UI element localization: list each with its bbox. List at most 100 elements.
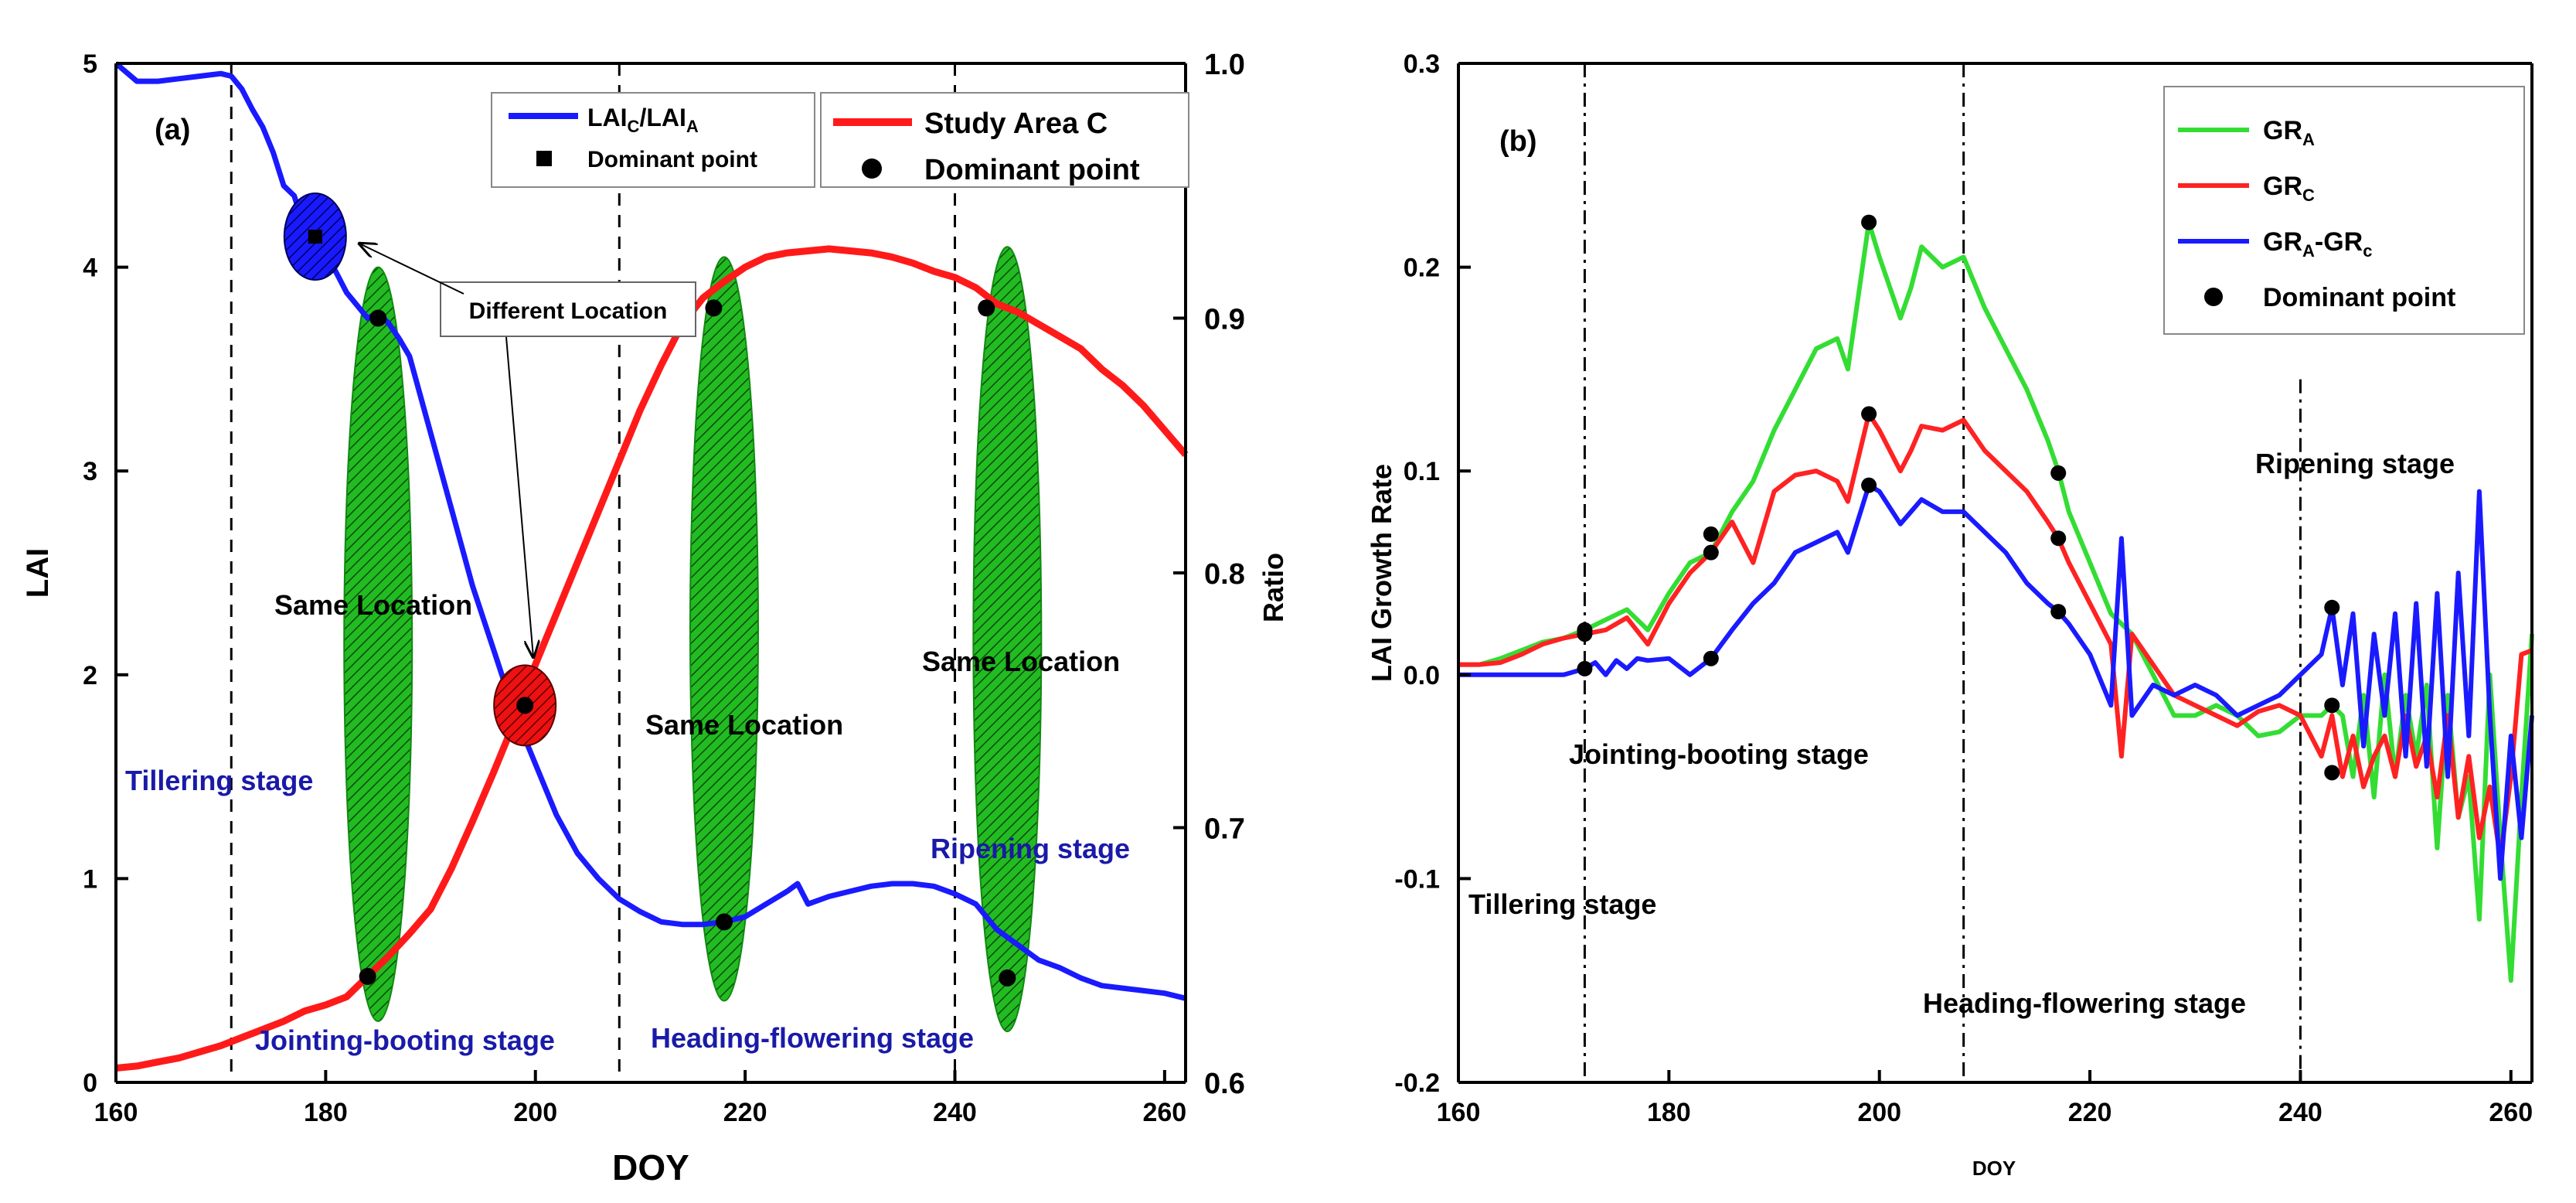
legend-box-1: LAIC/LAIA Dominant point [491, 92, 815, 188]
legend-box-2: Study Area C Dominant point [820, 92, 1189, 188]
dominant-point [2050, 530, 2067, 547]
dominant-point [1861, 214, 1877, 230]
dominant-point [705, 299, 723, 317]
jointing-stage-label: Jointing-booting stage [255, 1024, 555, 1056]
ticks: 160 180 200 220 240 260 -0.2 -0.1 0.0 0.1 0.2 0.3 [1394, 49, 2533, 1127]
same-location-label-2: Same Location [645, 709, 843, 741]
highlight-ellipses [343, 246, 1043, 1033]
gra-line [1458, 220, 2534, 983]
y-tick-label: 5 [83, 49, 97, 79]
y2-tick-label: 0.9 [1204, 304, 1245, 336]
heading-stage-label: Heading-flowering stage [1923, 987, 2246, 1019]
different-location-box [440, 281, 696, 337]
y-tick-label: 0.0 [1404, 661, 1440, 690]
x-tick-label: 240 [933, 1098, 977, 1127]
legend-dominant: Dominant point [2263, 283, 2455, 312]
dominant-point [2324, 765, 2340, 781]
arrow-to-blue [359, 244, 464, 295]
dominant-point [999, 969, 1016, 987]
y-tick-label: -0.2 [1394, 1068, 1440, 1098]
y-tick-label: 4 [83, 254, 97, 283]
dominant-point [978, 299, 995, 317]
legend-gra: GRA [2263, 116, 2315, 149]
x-tick-label: 240 [2278, 1098, 2322, 1127]
location-markers [283, 193, 557, 747]
x-tick-label: 160 [94, 1098, 138, 1127]
legend-gra-grc: GRA-GRc [2263, 227, 2372, 261]
y-tick-label: 3 [83, 457, 97, 486]
arrow-to-red [505, 336, 533, 657]
dominant-point [359, 967, 376, 985]
y2-tick-label: 0.6 [1204, 1068, 1245, 1100]
legend-grc: GRC [2263, 172, 2315, 205]
y-tick-label: -0.1 [1394, 864, 1440, 894]
x-tick-label: 160 [1437, 1098, 1481, 1127]
highlight-ellipse [689, 256, 759, 1002]
y2-axis-title: Ratio [1257, 553, 1289, 622]
dominant-point [2050, 604, 2067, 620]
x-axis-title: DOY [1972, 1157, 2016, 1180]
dominant-point [516, 697, 534, 714]
ratio-line [114, 61, 1186, 1001]
tillering-stage-label: Tillering stage [1468, 888, 1656, 920]
series-lines [114, 61, 1189, 1072]
grc-line [1458, 411, 2533, 861]
dominant-point [369, 309, 387, 327]
y2-tick-label: 0.7 [1204, 813, 1245, 846]
x-tick-label: 260 [1142, 1098, 1186, 1127]
dominant-points [1577, 214, 2340, 781]
y-tick-label: 0 [83, 1068, 97, 1098]
gra-grc-line [1458, 482, 2534, 881]
dominant-point [1703, 526, 1719, 542]
ripening-stage-label: Ripening stage [931, 833, 1130, 864]
panel-a: 160 180 200 220 240 2600123450.60.70.80.91.0 … [21, 49, 1289, 1188]
dominant-point [2324, 697, 2340, 714]
legend-dominant-square: Dominant point [587, 147, 757, 172]
panel-label: (b) [1499, 125, 1537, 158]
series-lines [1458, 220, 2534, 983]
dominant-point [2050, 465, 2067, 481]
jointing-stage-label: Jointing-booting stage [1569, 738, 1869, 770]
x-tick-label: 180 [304, 1098, 348, 1127]
y-tick-label: 0.2 [1404, 254, 1440, 283]
dominant-point [715, 913, 733, 931]
panel-b: 160 180 200 220 240 260 -0.2 -0.1 0.0 0.1 0.2 0.3 D… [1366, 49, 2534, 1180]
study-area-line [115, 245, 1189, 1072]
x-tick-label: 260 [2489, 1098, 2533, 1127]
ticks: 160 180 200 220 240 260 0 1 2 3 4 5 0.6 0.7 0.8 0.9 1.0 [83, 49, 1245, 1127]
dominant-point [1861, 406, 1877, 422]
highlight-ellipse [972, 246, 1043, 1033]
different-location-label: Different Location [469, 298, 668, 324]
dominant-point [1703, 544, 1719, 561]
y-axis-title: LAI Growth Rate [1366, 464, 1397, 682]
legend-ratio-label: LAIC/LAIA [587, 104, 699, 136]
y-tick-label: 0.3 [1404, 49, 1440, 79]
y-tick-label: 2 [83, 661, 97, 690]
x-tick-label: 220 [2068, 1098, 2112, 1127]
stage-dividers [1583, 63, 2302, 1082]
legend-study-area: Study Area C [924, 107, 1108, 140]
dominant-point [1577, 660, 1593, 676]
dominant-point [1577, 626, 1593, 642]
y-axis-title: LAI [21, 548, 55, 598]
y-tick-label: 0.1 [1404, 457, 1440, 486]
x-tick-label: 220 [723, 1098, 767, 1127]
dominant-point [1703, 650, 1719, 666]
x-tick-label: 180 [1647, 1098, 1691, 1127]
y-tick-label: 1 [83, 864, 97, 894]
panel-label: (a) [155, 114, 190, 146]
same-location-label-1: Same Location [274, 589, 472, 621]
x-tick-label: 200 [1857, 1098, 1901, 1127]
ripening-stage-label: Ripening stage [2255, 448, 2455, 479]
x-axis-title: DOY [612, 1147, 689, 1188]
tillering-stage-label: Tillering stage [125, 765, 313, 796]
dominant-point [2324, 599, 2340, 615]
x-tick-label: 200 [513, 1098, 557, 1127]
heading-stage-label: Heading-flowering stage [651, 1022, 974, 1054]
same-location-label-3: Same Location [922, 646, 1120, 677]
highlight-ellipse [343, 266, 413, 1022]
legend-box: GRA GRC GRA-GRc Dominant point [2163, 86, 2525, 335]
stage-dividers [230, 63, 956, 1082]
y2-tick-label: 0.8 [1204, 558, 1245, 591]
